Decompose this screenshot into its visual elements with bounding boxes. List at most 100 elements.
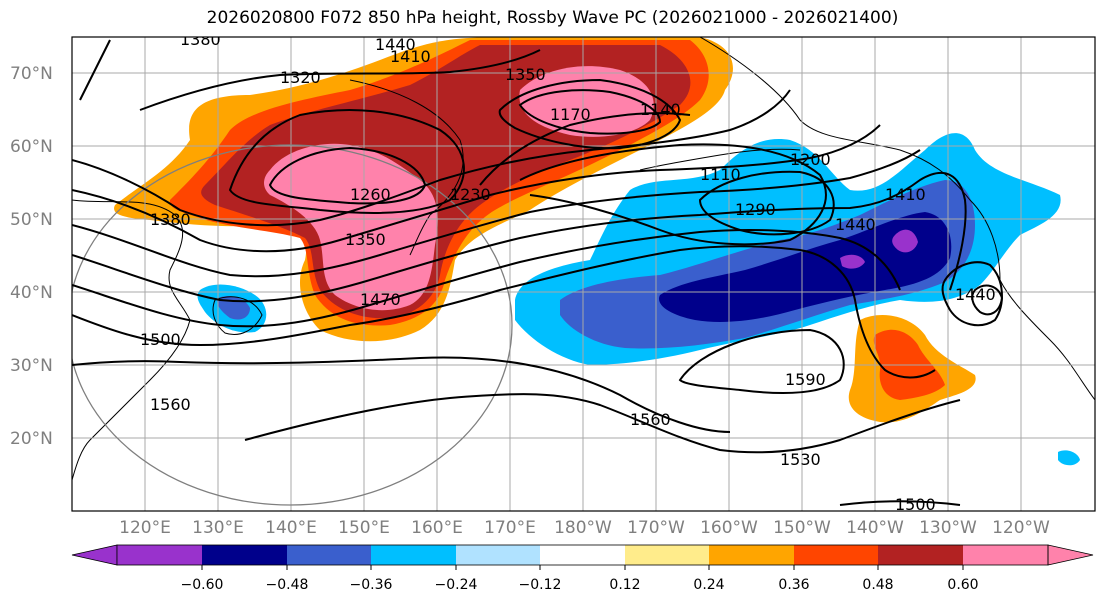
lat-label: 70°N	[10, 64, 53, 84]
contour-1530	[244, 393, 961, 454]
contour-label: 1530	[780, 450, 821, 469]
colorbar-segment	[202, 545, 287, 565]
latitude-labels: 70°N 60°N 50°N 40°N 30°N 20°N	[10, 64, 53, 449]
contour-1590	[678, 328, 845, 394]
contour-1380	[72, 124, 881, 253]
contour-1440-east	[941, 261, 1003, 327]
colorbar-segment	[456, 545, 540, 565]
coast-aleutians	[639, 148, 801, 171]
colorbar-extend-high	[1047, 544, 1094, 566]
contour-label: 1380	[180, 30, 221, 49]
colorbar-tick-label: −0.36	[350, 577, 393, 593]
graticule	[72, 37, 1095, 511]
colorbar-segment	[963, 545, 1048, 565]
colorbar-tick-label: −0.48	[266, 577, 309, 593]
colorbar-segment	[878, 545, 963, 565]
lon-label: 120°E	[119, 518, 171, 538]
lon-label: 140°E	[265, 518, 317, 538]
contour-1500	[72, 245, 936, 379]
contour-1200	[519, 143, 827, 246]
contour-label: 1410	[390, 47, 431, 66]
contour-label: 1440	[835, 215, 876, 234]
colorbar-tick-label: −0.24	[435, 577, 478, 593]
contour-label: 1380	[150, 210, 191, 229]
contour-1140	[518, 89, 662, 135]
contour-1290	[228, 109, 465, 214]
lon-label: 160°W	[700, 518, 758, 538]
contour-label: 1410	[885, 185, 926, 204]
colorbar-tick-label: 0.60	[947, 577, 978, 593]
colorbar-segment	[117, 545, 202, 565]
contour-label: 1260	[350, 185, 391, 204]
colorbar-extend-low	[71, 544, 118, 566]
map-field: 1440 1410 1380 1320 1350 1170 1140 1260 …	[72, 30, 1095, 514]
contour-label: 1350	[505, 65, 546, 84]
colorbar-tick-label: −0.60	[181, 577, 224, 593]
contour-1170	[498, 78, 682, 150]
negative-anomaly-purple	[892, 229, 918, 253]
lon-label: 120°W	[992, 518, 1050, 538]
contour-label: 1350	[345, 230, 386, 249]
contour-label: 1230	[450, 185, 491, 204]
coast-japan	[212, 296, 263, 335]
contour-label: 1590	[785, 370, 826, 389]
lat-label: 40°N	[10, 283, 53, 303]
contour-1320-west	[79, 39, 111, 101]
lon-label: 170°E	[484, 518, 536, 538]
longitude-labels: 120°E 130°E 140°E 150°E 160°E 170°E 180°…	[119, 518, 1050, 538]
lon-label: 130°W	[919, 518, 977, 538]
lon-label: 180°W	[554, 518, 612, 538]
colorbar-segment	[625, 545, 709, 565]
contour-1410	[72, 149, 921, 278]
map-frame	[71, 36, 1096, 512]
contour-label: 1140	[640, 100, 681, 119]
contour-label: 1320	[280, 68, 321, 87]
contour-label: 1440	[955, 285, 996, 304]
lon-label: 130°E	[192, 518, 244, 538]
lon-label: 140°W	[846, 518, 904, 538]
negative-anomaly-navy	[659, 212, 952, 322]
negative-anomaly-purple-2	[840, 254, 865, 269]
lon-label: 150°W	[773, 518, 831, 538]
map-title: 2026020800 F072 850 hPa height, Rossby W…	[206, 8, 899, 28]
colorbar: −0.60 −0.48 −0.36 −0.24 −0.12 0.12 0.24 …	[71, 544, 1094, 593]
contour-label: 1500	[140, 330, 181, 349]
contour-1350	[72, 89, 791, 227]
contour-label: 1290	[735, 200, 776, 219]
lat-label: 30°N	[10, 356, 53, 376]
contour-label: 1440	[375, 35, 416, 54]
colorbar-segment	[709, 545, 794, 565]
colorbar-segment	[794, 545, 878, 565]
contour-1320	[139, 49, 541, 111]
contour-1440	[72, 171, 967, 303]
coast-kamchatka	[349, 79, 464, 256]
colorbar-tick-label: 0.36	[778, 577, 809, 593]
contour-label: 1200	[790, 150, 831, 169]
colorbar-tick-label: 0.48	[862, 577, 893, 593]
contour-1440-east-2	[971, 284, 1004, 316]
lat-label: 60°N	[10, 137, 53, 157]
contour-1260	[268, 146, 427, 205]
positive-anomaly-pink-west	[264, 143, 438, 311]
coast-alaska	[699, 37, 1001, 281]
colorbar-outline	[116, 544, 1049, 566]
colorbar-tick-label: 0.12	[609, 577, 640, 593]
contour-label: 1470	[360, 290, 401, 309]
contour-label: 1560	[150, 395, 191, 414]
contour-1500-south	[839, 500, 961, 506]
colorbar-segment	[371, 545, 456, 565]
reference-circle	[72, 144, 513, 506]
contour-1290-east	[698, 170, 835, 236]
contour-label: 1110	[700, 165, 741, 184]
coastlines	[72, 37, 1095, 481]
contour-1470	[72, 229, 901, 328]
contour-1560	[72, 356, 731, 433]
colorbar-tick-labels: −0.60 −0.48 −0.36 −0.24 −0.12 0.12 0.24 …	[181, 577, 979, 593]
contour-label: 1500	[895, 495, 936, 514]
colorbar-tick-label: −0.12	[519, 577, 562, 593]
colorbar-segment	[540, 545, 625, 565]
lon-label: 170°W	[627, 518, 685, 538]
lat-label: 50°N	[10, 210, 53, 230]
height-contours	[72, 39, 1004, 506]
